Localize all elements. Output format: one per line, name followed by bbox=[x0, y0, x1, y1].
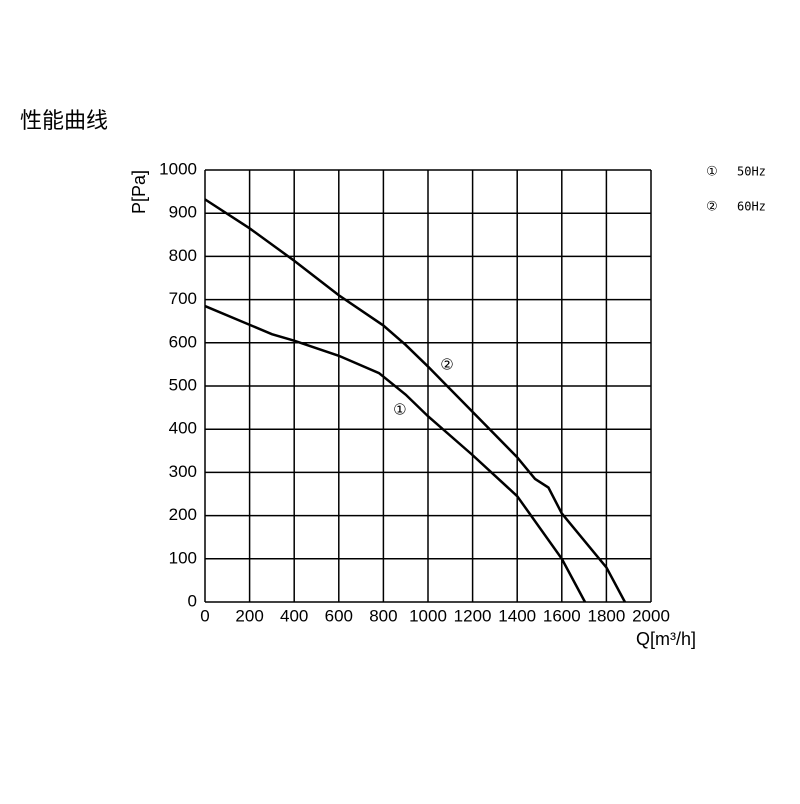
y-tick-label: 600 bbox=[169, 332, 197, 351]
x-tick-label: 200 bbox=[235, 606, 263, 625]
curve-annotation: ② bbox=[440, 355, 453, 373]
series-line bbox=[204, 304, 587, 603]
x-tick-label: 400 bbox=[280, 606, 308, 625]
x-tick-label: 1400 bbox=[498, 606, 536, 625]
page-title: 性能曲线 bbox=[20, 109, 108, 134]
x-tick-label: 1600 bbox=[543, 606, 581, 625]
x-tick-label: 800 bbox=[369, 606, 397, 625]
x-tick-label: 0 bbox=[200, 606, 209, 625]
legend-label: 50Hz bbox=[737, 165, 766, 179]
y-tick-label: 300 bbox=[169, 462, 197, 481]
y-axis-label: P[Pa] bbox=[129, 170, 149, 214]
y-tick-label: 0 bbox=[188, 591, 197, 610]
legend-label: 60Hz bbox=[737, 200, 766, 214]
curve-annotation: ① bbox=[393, 401, 406, 419]
legend-marker: ① bbox=[706, 165, 718, 180]
y-tick-label: 800 bbox=[169, 246, 197, 265]
series-line bbox=[204, 198, 627, 603]
y-tick-label: 900 bbox=[169, 203, 197, 222]
x-tick-label: 1200 bbox=[454, 606, 492, 625]
x-tick-label: 2000 bbox=[632, 606, 670, 625]
x-tick-label: 1000 bbox=[409, 606, 447, 625]
legend-marker: ② bbox=[706, 200, 718, 215]
y-tick-label: 500 bbox=[169, 375, 197, 394]
x-tick-label: 600 bbox=[325, 606, 353, 625]
y-tick-label: 100 bbox=[169, 548, 197, 567]
y-tick-label: 1000 bbox=[159, 159, 197, 178]
y-tick-label: 200 bbox=[169, 505, 197, 524]
y-tick-label: 400 bbox=[169, 419, 197, 438]
x-tick-label: 1800 bbox=[587, 606, 625, 625]
x-axis-label: Q[m³/h] bbox=[636, 629, 696, 649]
y-tick-label: 700 bbox=[169, 289, 197, 308]
